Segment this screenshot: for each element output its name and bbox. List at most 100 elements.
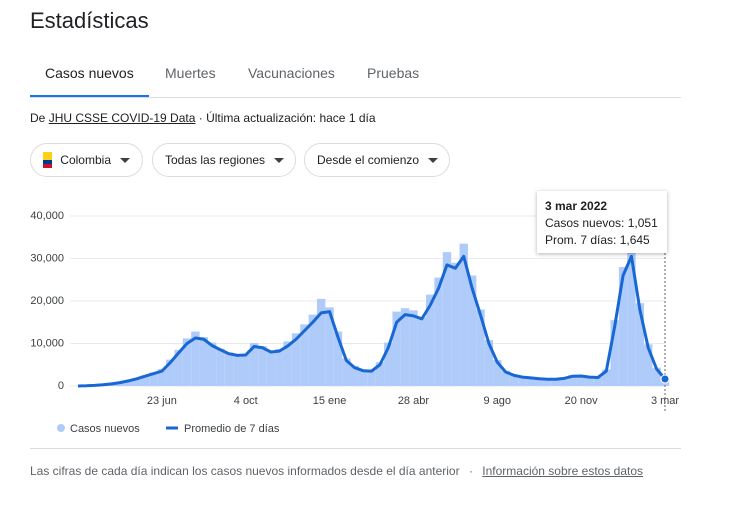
x-tick-label: 3 mar xyxy=(651,395,679,407)
footer-link[interactable]: Información sobre estos datos xyxy=(482,464,644,478)
bar xyxy=(249,343,259,386)
bar xyxy=(551,378,561,386)
bar xyxy=(451,262,460,386)
x-tick-label: 15 ene xyxy=(313,395,347,407)
bar xyxy=(409,310,418,386)
x-tick-label: 9 ago xyxy=(484,395,512,407)
bar xyxy=(258,346,267,386)
bar xyxy=(442,252,452,386)
bar xyxy=(467,275,477,386)
bar xyxy=(576,374,586,386)
bar xyxy=(300,324,309,386)
bar xyxy=(493,360,502,386)
tab[interactable]: Muertes xyxy=(165,65,216,81)
tooltip-line: Prom. 7 días: 1,645 xyxy=(545,233,650,247)
bar xyxy=(283,341,292,386)
bar xyxy=(652,367,661,386)
footer-note: Las cifras de cada día indican los casos… xyxy=(30,464,460,478)
bar xyxy=(627,252,636,386)
bar xyxy=(325,307,334,386)
hover-point xyxy=(660,374,670,384)
bar xyxy=(233,356,242,386)
source-prefix: De xyxy=(30,111,46,125)
bar xyxy=(400,308,410,386)
legend-swatch xyxy=(57,424,65,432)
tooltip-line: Casos nuevos: 1,051 xyxy=(545,216,658,230)
bar xyxy=(543,378,552,386)
bar xyxy=(518,376,527,386)
bar xyxy=(593,377,603,386)
bar xyxy=(384,342,393,386)
bar xyxy=(241,353,250,386)
legend-label: Promedio de 7 días xyxy=(184,423,280,435)
bar xyxy=(182,338,192,386)
source-link[interactable]: JHU CSSE COVID-19 Data xyxy=(48,111,196,125)
bar xyxy=(459,243,468,386)
divider xyxy=(30,448,681,449)
source-line: De JHU CSSE COVID-19 Data · Última actua… xyxy=(30,111,376,125)
bar xyxy=(476,309,485,386)
bar xyxy=(417,317,427,386)
bar xyxy=(291,333,301,386)
bar xyxy=(509,374,519,386)
bar xyxy=(635,303,645,386)
dropdown[interactable]: Todas las regiones xyxy=(152,143,296,177)
dropdown-label: Todas las regiones xyxy=(165,153,266,167)
bar xyxy=(124,380,133,386)
bar xyxy=(149,372,158,386)
bar xyxy=(392,311,401,386)
y-tick-label: 20,000 xyxy=(30,295,64,307)
y-tick-label: 10,000 xyxy=(30,337,64,349)
bar xyxy=(484,340,494,386)
bar xyxy=(157,369,167,386)
bar xyxy=(535,378,544,386)
tab[interactable]: Pruebas xyxy=(367,65,420,81)
bar xyxy=(644,344,653,386)
bar xyxy=(166,359,175,386)
bar xyxy=(140,375,150,386)
x-tick-label: 23 jun xyxy=(147,395,177,407)
footer: Las cifras de cada día indican los casos… xyxy=(30,464,644,478)
bar xyxy=(342,358,351,386)
tooltip-date: 3 mar 2022 xyxy=(545,199,608,213)
x-tick-label: 20 nov xyxy=(565,395,599,407)
bar xyxy=(434,277,443,386)
tooltip: 3 mar 2022 Casos nuevos: 1,051 Prom. 7 d… xyxy=(537,191,667,253)
x-tick-label: 28 abr xyxy=(398,395,430,407)
bar xyxy=(199,337,208,386)
bar xyxy=(618,267,628,386)
flag-icon xyxy=(43,152,53,168)
source-updated: · Última actualización: hace 1 día xyxy=(198,111,376,125)
bar xyxy=(132,377,141,386)
bar xyxy=(350,366,359,386)
tab[interactable]: Vacunaciones xyxy=(248,65,335,81)
bar xyxy=(207,342,217,386)
y-tick-label: 30,000 xyxy=(30,252,64,264)
bar xyxy=(275,349,284,386)
bar xyxy=(316,298,326,386)
bar xyxy=(224,352,234,386)
page-title: Estadísticas xyxy=(30,8,149,33)
bar xyxy=(610,320,619,386)
bar xyxy=(602,369,611,386)
bar xyxy=(526,377,536,386)
bar xyxy=(660,381,670,386)
y-tick-label: 0 xyxy=(58,380,64,392)
bar xyxy=(333,331,343,386)
chart: 0 10,000 20,000 30,000 40,000 23 jun 4 oct 15 e… xyxy=(30,210,679,435)
line xyxy=(77,254,667,388)
legend-label: Casos nuevos xyxy=(70,423,140,435)
dropdown[interactable]: Colombia xyxy=(30,143,143,177)
bar xyxy=(216,348,225,386)
dropdown-label: Desde el comienzo xyxy=(317,153,420,167)
bar xyxy=(266,350,276,386)
bar xyxy=(308,314,317,386)
tab-indicator xyxy=(30,95,149,98)
x-tick-label: 4 oct xyxy=(234,395,258,407)
dropdown[interactable]: Desde el comienzo xyxy=(304,143,450,177)
bar xyxy=(191,331,200,386)
y-tick-label: 40,000 xyxy=(30,210,64,222)
tab[interactable]: Casos nuevos xyxy=(45,65,134,81)
bar xyxy=(375,362,385,386)
